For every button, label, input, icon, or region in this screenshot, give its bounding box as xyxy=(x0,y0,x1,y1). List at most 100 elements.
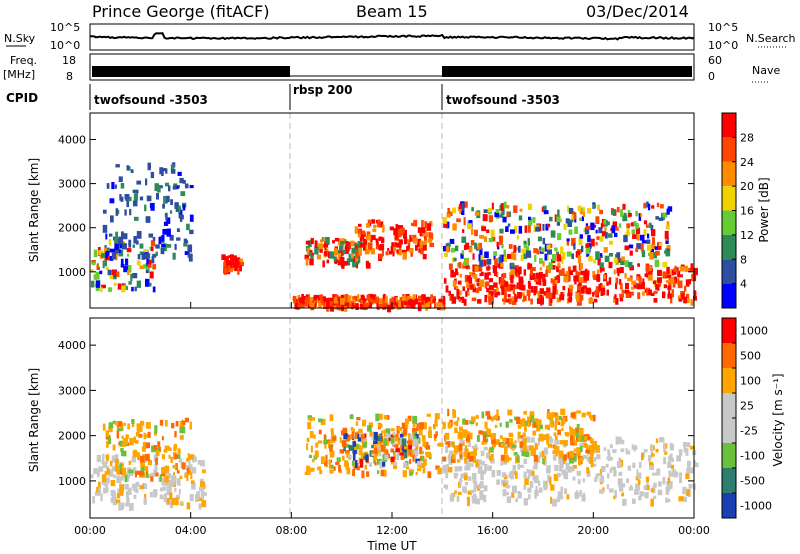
velocity-cell xyxy=(481,470,487,475)
velocity-cell xyxy=(543,447,549,454)
velocity-cell xyxy=(189,421,192,430)
velocity-cell xyxy=(143,454,147,463)
velocity-cell xyxy=(135,481,140,487)
power-cell xyxy=(680,291,686,296)
power-cell xyxy=(145,178,148,186)
power-cell xyxy=(318,302,322,309)
velocity-colorbar-swatch-2 xyxy=(722,368,736,393)
power-cell xyxy=(463,217,466,226)
power-cell xyxy=(641,251,646,258)
power-cell xyxy=(232,262,237,268)
velocity-cell xyxy=(554,439,559,445)
power-cell xyxy=(623,212,627,219)
velocity-cell xyxy=(422,458,427,467)
velocity-cell xyxy=(356,444,360,450)
xtick-label-5: 20:00 xyxy=(577,524,609,537)
xtick-label-1: 04:00 xyxy=(175,524,207,537)
power-cell xyxy=(450,269,455,278)
power-cell xyxy=(488,215,493,223)
velocity-cell xyxy=(358,428,363,436)
power-cell xyxy=(443,296,446,305)
power-colorbar-swatch-0 xyxy=(722,113,736,138)
velocity-cell xyxy=(560,486,563,494)
velocity-cell xyxy=(133,436,136,443)
velocity-cell xyxy=(163,480,169,486)
power-cell xyxy=(575,251,581,258)
velocity-cell xyxy=(313,434,316,439)
power-cell xyxy=(376,303,379,309)
velocity-cell xyxy=(578,458,582,466)
velocity-cell xyxy=(477,466,483,474)
power-cell xyxy=(134,286,137,292)
velocity-cell xyxy=(573,448,576,452)
power-cell xyxy=(107,269,112,276)
power-cell xyxy=(119,243,123,249)
power-cell xyxy=(588,298,594,304)
velocity-cell xyxy=(524,451,530,457)
power-cell xyxy=(483,259,487,267)
power-cell xyxy=(630,286,635,290)
velocity-cell xyxy=(530,437,535,443)
velocity-cell xyxy=(459,478,462,487)
power-cell xyxy=(523,269,527,276)
power-cell xyxy=(505,226,509,232)
power-cell xyxy=(124,209,127,216)
power-cell xyxy=(338,298,341,306)
power-cell xyxy=(95,280,101,288)
velocity-cell xyxy=(600,475,605,483)
power-cell xyxy=(518,245,521,253)
velocity-cell xyxy=(486,415,492,420)
velocity-cell xyxy=(444,467,449,473)
velocity-cell xyxy=(606,484,609,490)
power-cell xyxy=(304,300,307,305)
power-cell xyxy=(568,297,573,301)
power-cell xyxy=(528,217,533,226)
power-cell xyxy=(174,243,177,250)
power-cell xyxy=(685,293,690,300)
power-cell xyxy=(467,223,472,230)
velocity-cell xyxy=(120,485,123,490)
power-cell xyxy=(660,204,664,209)
power-cell xyxy=(593,259,596,264)
power-cell xyxy=(693,296,698,301)
velocity-cell xyxy=(308,454,313,459)
power-cell xyxy=(645,264,650,273)
velocity-cell xyxy=(491,470,496,478)
velocity-cell xyxy=(622,498,627,506)
velocity-cell xyxy=(507,440,510,448)
velocity-cell xyxy=(95,491,100,496)
velocity-cell xyxy=(383,438,387,447)
power-cell xyxy=(542,279,547,286)
power-cell xyxy=(597,204,601,211)
velocity-cell xyxy=(371,452,375,456)
freq-strip: Freq. [MHz] 18 8 60 0 Nave xyxy=(3,53,780,83)
velocity-cell xyxy=(683,446,687,453)
power-cell xyxy=(451,207,457,214)
velocity-cell xyxy=(465,434,471,442)
velocity-cell xyxy=(105,465,109,470)
velocity-cell xyxy=(556,496,561,503)
velocity-cell xyxy=(576,470,581,476)
power-cell xyxy=(128,166,131,171)
power-cell xyxy=(179,214,184,220)
power-cell xyxy=(493,289,497,295)
power-cell xyxy=(313,294,318,299)
power-cell xyxy=(615,277,619,285)
power-cell xyxy=(366,231,371,237)
power-cell xyxy=(498,235,504,240)
velocity-cell xyxy=(564,488,568,495)
velocity-cell xyxy=(447,441,451,448)
velocity-cell xyxy=(199,478,204,484)
power-cell xyxy=(325,237,330,245)
velocity-band-4 xyxy=(442,436,699,507)
velocity-cell xyxy=(163,449,168,453)
power-cell xyxy=(424,221,428,229)
power-cell xyxy=(335,259,340,263)
power-cell xyxy=(552,253,557,261)
velocity-cell xyxy=(103,480,109,487)
power-cell xyxy=(91,262,96,266)
power-cell xyxy=(618,258,622,263)
velocity-cell xyxy=(532,466,538,470)
power-cell xyxy=(465,242,470,250)
velocity-cell xyxy=(179,427,183,433)
